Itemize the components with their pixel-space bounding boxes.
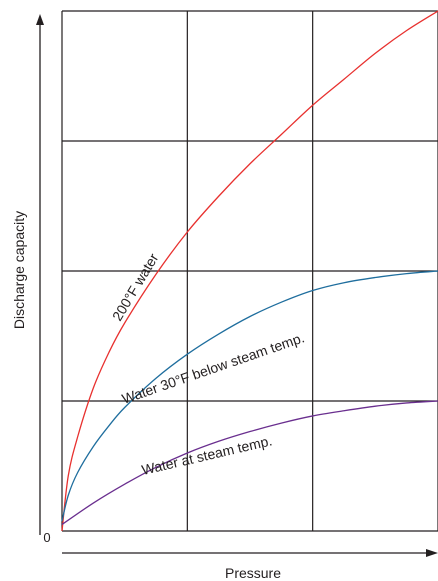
- series-label-water-30f-below: Water 30°F below steam temp.: [120, 329, 307, 407]
- x-axis-arrowhead: [426, 549, 438, 557]
- curves: [61, 10, 438, 532]
- series-label-200f-water: 200°F water: [109, 250, 162, 323]
- series-line-1: [61, 270, 438, 522]
- x-axis-label: Pressure: [225, 565, 281, 581]
- origin-tick-label: 0: [43, 530, 50, 545]
- series-label-water-at-steam: Water at steam temp.: [140, 432, 273, 478]
- axes: [36, 14, 438, 557]
- y-axis-arrowhead: [36, 14, 44, 25]
- y-axis-label: Discharge capacity: [11, 211, 27, 329]
- series-line-2: [61, 400, 438, 526]
- series-line-0: [61, 10, 438, 532]
- grid: [61, 10, 438, 532]
